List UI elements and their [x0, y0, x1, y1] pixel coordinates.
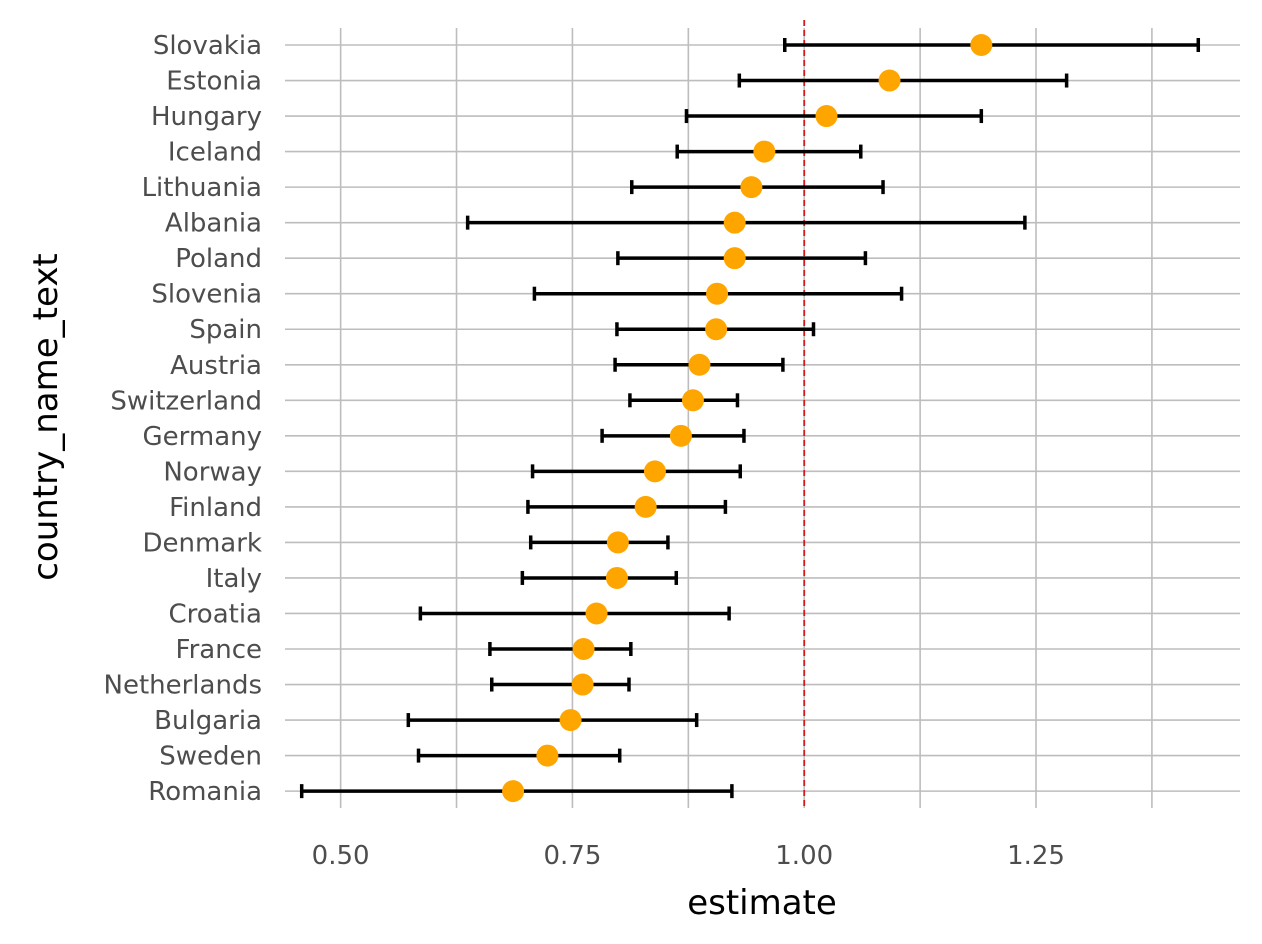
points: [502, 34, 993, 803]
error-bar-netherlands: [490, 677, 631, 692]
point-france: [572, 638, 595, 661]
error-bar-bulgaria: [406, 713, 699, 728]
point-italy: [605, 566, 628, 589]
y-tick-label: Estonia: [166, 67, 262, 97]
point-romania: [502, 780, 525, 803]
y-axis-title: country_name_text: [26, 253, 66, 581]
error-bar-estonia: [737, 73, 1069, 88]
y-tick-label: Italy: [206, 564, 262, 594]
y-tick-label: Netherlands: [104, 671, 263, 701]
point-lithuania: [740, 176, 763, 199]
point-netherlands: [571, 673, 594, 696]
point-albania: [723, 211, 746, 234]
y-tick-label: Denmark: [142, 528, 262, 558]
point-switzerland: [681, 389, 704, 412]
error-bar-albania: [465, 215, 1027, 230]
point-slovakia: [970, 34, 993, 56]
error-bar-norway: [530, 464, 742, 479]
y-tick-label: Poland: [175, 244, 262, 274]
point-germany: [669, 424, 692, 447]
y-tick-label: Finland: [169, 493, 262, 523]
y-tick-label: Hungary: [151, 102, 262, 132]
y-tick-label: Lithuania: [142, 173, 262, 203]
y-tick-label: Slovakia: [153, 31, 262, 61]
x-tick-label: 1.25: [1007, 841, 1065, 871]
error-bar-finland: [526, 499, 728, 514]
point-slovenia: [706, 282, 729, 305]
y-tick-label: Austria: [170, 351, 262, 381]
point-austria: [688, 353, 711, 376]
point-sweden: [536, 744, 559, 767]
y-tick-label: Iceland: [168, 138, 262, 168]
y-tick-label: Switzerland: [110, 386, 262, 416]
point-denmark: [606, 531, 629, 554]
y-tick-label: Slovenia: [151, 280, 262, 310]
point-poland: [723, 247, 746, 270]
point-spain: [705, 318, 728, 341]
x-tick-label: 0.75: [543, 841, 601, 871]
error-bar-france: [488, 642, 633, 657]
y-tick-label: France: [176, 635, 262, 665]
y-tick-label: Spain: [189, 315, 262, 345]
point-finland: [634, 495, 657, 518]
y-tick-label: Germany: [142, 422, 262, 452]
point-bulgaria: [559, 709, 582, 732]
x-tick-labels: 0.50 0.75 1.00 1.25: [312, 841, 1065, 871]
point-norway: [643, 460, 666, 483]
y-tick-label: Romania: [148, 777, 262, 807]
x-tick-label: 0.50: [312, 841, 370, 871]
y-tick-label: Albania: [165, 209, 262, 239]
y-tick-label: Norway: [163, 457, 262, 487]
error-bar-croatia: [418, 606, 731, 621]
error-bar-denmark: [528, 535, 670, 550]
point-estonia: [878, 69, 901, 92]
error-bar-sweden: [416, 748, 622, 763]
x-tick-label: 1.00: [775, 841, 833, 871]
x-axis-title: estimate: [687, 883, 837, 923]
y-tick-label: Croatia: [169, 599, 262, 629]
point-iceland: [753, 140, 776, 163]
y-tick-label: Sweden: [159, 742, 262, 772]
error-bar-italy: [520, 570, 679, 585]
y-tick-labels: Slovakia Estonia Hungary Iceland Lithuania Al…: [104, 31, 263, 807]
point-croatia: [585, 602, 608, 625]
y-tick-label: Bulgaria: [154, 706, 262, 736]
point-hungary: [815, 105, 838, 128]
